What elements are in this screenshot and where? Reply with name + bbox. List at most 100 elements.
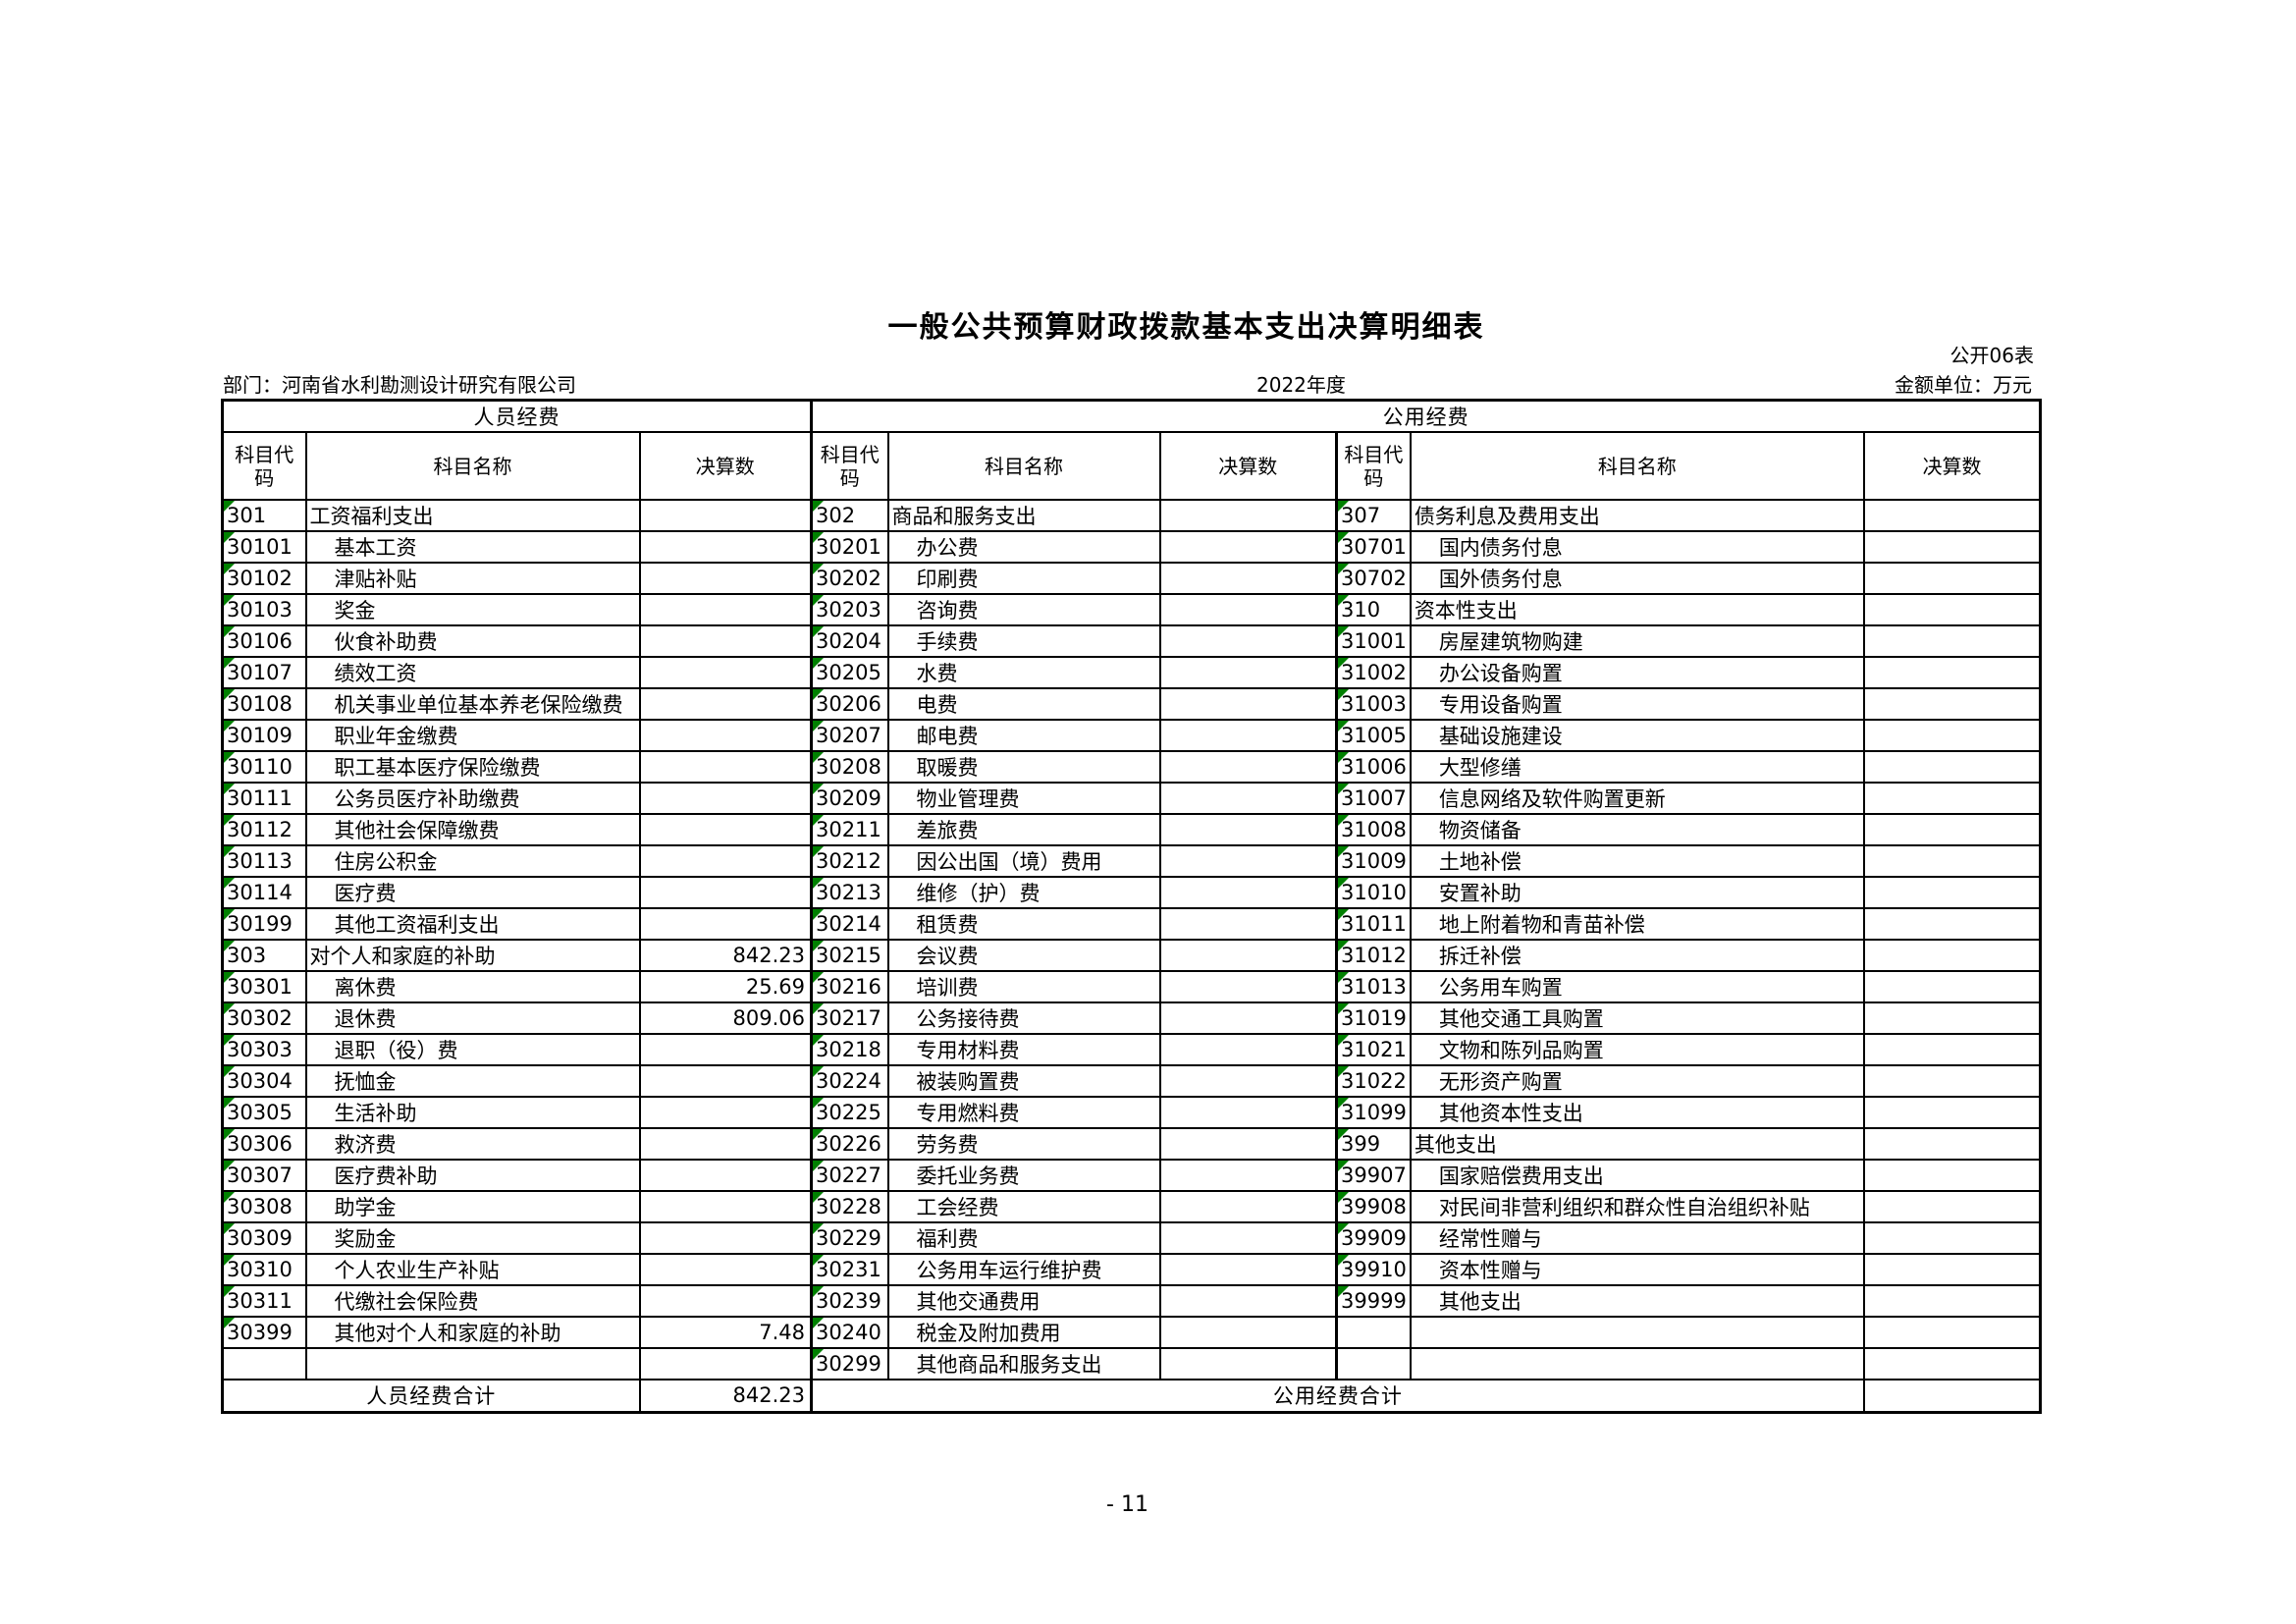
table-row: 30113 住房公积金 30212 因公出国（境）费用 31009 土地补偿 xyxy=(221,844,2042,878)
table-row: 30302 退休费 809.06 30217 公务接待费 31019 其他交通工具购置 xyxy=(221,1001,2042,1035)
subject-name-cell: 税金及附加费用 xyxy=(886,1316,1161,1349)
excel-error-flag-icon xyxy=(224,1067,235,1077)
final-amount-cell xyxy=(1158,656,1338,689)
final-amount-cell xyxy=(638,719,813,752)
col-header-value: 决算数 xyxy=(1158,431,1338,501)
subject-name-cell: 劳务费 xyxy=(886,1127,1161,1161)
subject-code-cell: 31009 xyxy=(1334,844,1412,878)
subject-code-cell: 30308 xyxy=(221,1190,307,1223)
excel-error-flag-icon xyxy=(1339,910,1349,920)
subject-code-cell xyxy=(1334,1347,1412,1380)
table-row: 30101 基本工资 30201 办公费 30701 国内债务付息 xyxy=(221,530,2042,564)
final-amount-cell xyxy=(638,624,813,658)
subject-code-cell: 30304 xyxy=(221,1064,307,1098)
meta-row: 部门：河南省水利勘测设计研究有限公司 2022年度 金额单位：万元 xyxy=(221,369,2034,397)
excel-error-flag-icon xyxy=(1339,1130,1349,1140)
subject-name-cell: 物业管理费 xyxy=(886,782,1161,815)
subject-code-cell: 30199 xyxy=(221,907,307,941)
final-amount-cell xyxy=(638,656,813,689)
excel-error-flag-icon xyxy=(224,690,235,700)
subject-name-cell: 无形资产购置 xyxy=(1409,1064,1865,1098)
subject-code-cell: 30213 xyxy=(810,876,889,909)
final-amount-cell xyxy=(1862,624,2042,658)
table-row: 30102 津贴补贴 30202 印刷费 30702 国外债务付息 xyxy=(221,562,2042,595)
subject-code-cell: 30225 xyxy=(810,1096,889,1129)
subject-code-cell: 303 xyxy=(221,939,307,972)
subject-name-cell: 债务利息及费用支出 xyxy=(1409,499,1865,532)
subject-name-cell: 基本工资 xyxy=(304,530,641,564)
subject-name-cell xyxy=(1409,1316,1865,1349)
subject-name-cell: 因公出国（境）费用 xyxy=(886,844,1161,878)
final-amount-cell xyxy=(1862,1033,2042,1066)
subject-name-cell: 被装购置费 xyxy=(886,1064,1161,1098)
excel-error-flag-icon xyxy=(814,753,824,763)
excel-error-flag-icon xyxy=(1339,565,1349,574)
final-amount-cell xyxy=(1862,750,2042,784)
final-amount-cell xyxy=(638,1347,813,1380)
final-amount-cell: 25.69 xyxy=(638,970,813,1003)
col-header-code: 科目代码 xyxy=(810,431,889,501)
final-amount-cell xyxy=(1158,750,1338,784)
final-amount-cell xyxy=(1862,593,2042,626)
excel-error-flag-icon xyxy=(1339,1067,1349,1077)
table-row: 30399 其他对个人和家庭的补助 7.48 30240 税金及附加费用 xyxy=(221,1316,2042,1349)
subject-code-cell: 31019 xyxy=(1334,1001,1412,1035)
subject-name-cell: 土地补偿 xyxy=(1409,844,1865,878)
subject-code-cell: 30216 xyxy=(810,970,889,1003)
excel-error-flag-icon xyxy=(1339,1036,1349,1046)
col-header-name: 科目名称 xyxy=(1409,431,1865,501)
final-amount-cell xyxy=(638,1190,813,1223)
table-row: 30309 奖励金 30229 福利费 39909 经常性赠与 xyxy=(221,1221,2042,1255)
excel-error-flag-icon xyxy=(224,785,235,794)
final-amount-cell xyxy=(1158,1096,1338,1129)
excel-error-flag-icon xyxy=(814,1099,824,1109)
excel-error-flag-icon xyxy=(1339,1099,1349,1109)
subject-code-cell: 30227 xyxy=(810,1159,889,1192)
table-row: 301 工资福利支出 302 商品和服务支出 307 债务利息及费用支出 xyxy=(221,499,2042,532)
personnel-total-label: 人员经费合计 xyxy=(221,1379,641,1413)
subject-code-cell: 307 xyxy=(1334,499,1412,532)
table-row: 30112 其他社会保障缴费 30211 差旅费 31008 物资储备 xyxy=(221,813,2042,846)
subject-code-cell: 30112 xyxy=(221,813,307,846)
final-amount-cell xyxy=(1862,1253,2042,1286)
subject-name-cell: 办公费 xyxy=(886,530,1161,564)
subject-name-cell: 伙食补助费 xyxy=(304,624,641,658)
subject-name-cell: 奖金 xyxy=(304,593,641,626)
final-amount-cell xyxy=(1862,687,2042,721)
subject-name-cell: 印刷费 xyxy=(886,562,1161,595)
subject-code-cell: 30302 xyxy=(221,1001,307,1035)
excel-error-flag-icon xyxy=(1339,942,1349,951)
final-amount-cell xyxy=(1862,939,2042,972)
subject-name-cell: 资本性赠与 xyxy=(1409,1253,1865,1286)
subject-name-cell: 租赁费 xyxy=(886,907,1161,941)
excel-error-flag-icon xyxy=(814,627,824,637)
table-row: 303 对个人和家庭的补助 842.23 30215 会议费 31012 拆迁补偿 xyxy=(221,939,2042,972)
excel-error-flag-icon xyxy=(224,973,235,983)
final-amount-cell xyxy=(638,1253,813,1286)
subject-code-cell: 31001 xyxy=(1334,624,1412,658)
excel-error-flag-icon xyxy=(224,502,235,512)
final-amount-cell xyxy=(638,813,813,846)
subject-code-cell xyxy=(1334,1316,1412,1349)
final-amount-cell xyxy=(1862,1190,2042,1223)
excel-error-flag-icon xyxy=(814,1319,824,1328)
excel-error-flag-icon xyxy=(224,816,235,826)
final-amount-cell xyxy=(1862,782,2042,815)
amount-unit-label: 金额单位：万元 xyxy=(1895,373,2032,397)
excel-error-flag-icon xyxy=(224,879,235,889)
subject-name-cell xyxy=(304,1347,641,1380)
final-amount-cell xyxy=(1862,813,2042,846)
subject-code-cell: 30702 xyxy=(1334,562,1412,595)
subject-name-cell: 物资储备 xyxy=(1409,813,1865,846)
final-amount-cell: 7.48 xyxy=(638,1316,813,1349)
subject-name-cell: 经常性赠与 xyxy=(1409,1221,1865,1255)
subject-name-cell: 水费 xyxy=(886,656,1161,689)
table-row: 30108 机关事业单位基本养老保险缴费 30206 电费 31003 专用设备购置 xyxy=(221,687,2042,721)
subject-code-cell: 30299 xyxy=(810,1347,889,1380)
subject-name-cell: 医疗费 xyxy=(304,876,641,909)
excel-error-flag-icon xyxy=(1339,879,1349,889)
table-row: 30301 离休费 25.69 30216 培训费 31013 公务用车购置 xyxy=(221,970,2042,1003)
group-header-personnel: 人员经费 xyxy=(221,399,813,433)
table-row: 30111 公务员医疗补助缴费 30209 物业管理费 31007 信息网络及软件购置更新 xyxy=(221,782,2042,815)
